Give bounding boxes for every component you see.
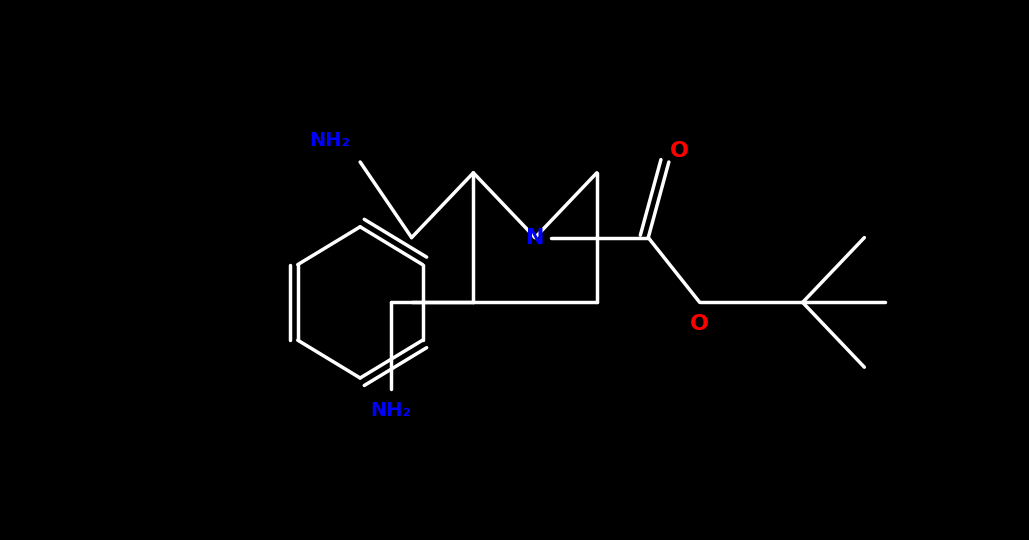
Text: NH₂: NH₂: [309, 131, 350, 150]
Text: N: N: [526, 227, 544, 248]
Text: O: O: [690, 314, 709, 334]
Text: NH₂: NH₂: [370, 401, 412, 420]
Text: O: O: [670, 141, 688, 161]
